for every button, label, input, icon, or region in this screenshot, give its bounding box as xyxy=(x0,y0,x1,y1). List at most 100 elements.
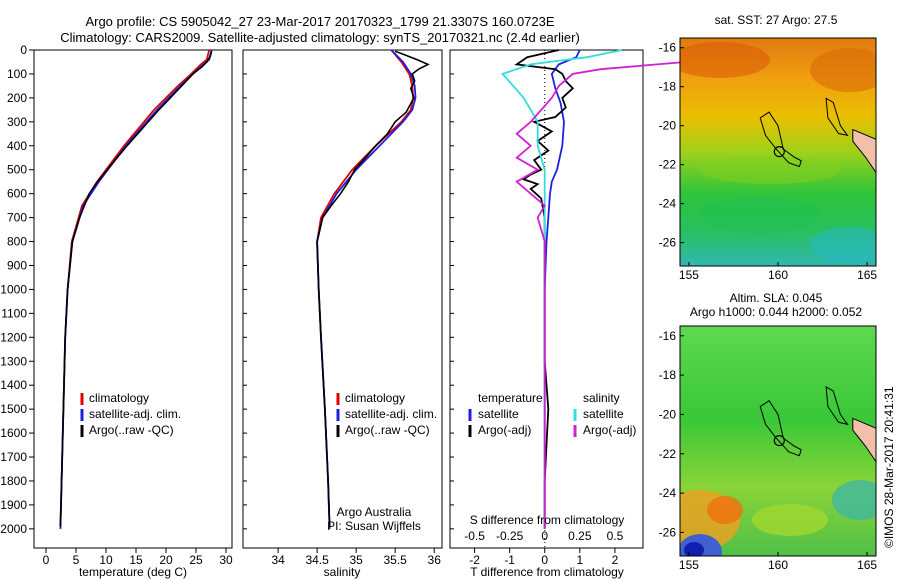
map-y-tick-label: -24 xyxy=(659,486,677,500)
x-tick-label: 5 xyxy=(73,553,80,567)
legend-group-heading: salinity xyxy=(583,391,620,405)
legend-label: satellite xyxy=(478,407,519,421)
sla-texture xyxy=(680,480,876,556)
sst-texture xyxy=(680,42,876,263)
float-location-marker xyxy=(773,146,785,158)
depth-tick-label: 2000 xyxy=(0,522,27,536)
depth-tick-label: 1600 xyxy=(0,426,27,440)
depth-tick-label: 800 xyxy=(7,235,27,249)
depth-tick-label: 1500 xyxy=(0,402,27,416)
s-diff-tick-label: -0.25 xyxy=(496,529,524,543)
legend-label: Argo(-adj) xyxy=(583,423,636,437)
profile-line-s-satellite xyxy=(501,49,623,529)
x-tick-label: 10 xyxy=(99,553,113,567)
x-tick-label: 20 xyxy=(159,553,173,567)
sla-map-title-1: Altim. SLA: 0.045 xyxy=(730,291,823,305)
x-tick-label: 0 xyxy=(43,553,50,567)
sla-map-title-2: Argo h1000: 0.044 h2000: 0.052 xyxy=(690,305,862,319)
depth-tick-label: 600 xyxy=(7,187,27,201)
x-tick-label: 34.5 xyxy=(305,553,329,567)
sla-map xyxy=(679,325,877,557)
map-y-tick-label: -16 xyxy=(659,41,677,55)
temperature-xlabel: temperature (deg C) xyxy=(79,565,187,579)
map-x-tick-label: 160 xyxy=(768,558,788,572)
depth-tick-label: 500 xyxy=(7,163,27,177)
legend-label: Argo(..raw -QC) xyxy=(89,423,174,437)
header-line2: Climatology: CARS2009. Satellite-adjuste… xyxy=(60,30,580,45)
depth-tick-label: 300 xyxy=(7,115,27,129)
sst-map-title: sat. SST: 27 Argo: 27.5 xyxy=(715,13,838,27)
depth-tick-label: 1900 xyxy=(0,498,27,512)
depth-tick-label: 1400 xyxy=(0,378,27,392)
legend-label: satellite xyxy=(583,407,624,421)
map-y-tick-label: -18 xyxy=(659,80,677,94)
x-tick-label: 2 xyxy=(612,553,619,567)
legend-group-heading: temperature xyxy=(478,391,543,405)
x-tick-label: 25 xyxy=(189,553,203,567)
x-tick-label: 30 xyxy=(219,553,233,567)
map-y-tick-label: -24 xyxy=(659,197,677,211)
reef-contour xyxy=(825,385,849,426)
map-y-tick-label: -26 xyxy=(659,525,677,539)
s-diff-xlabel: S difference from climatology xyxy=(470,513,625,527)
depth-tick-label: 400 xyxy=(7,139,27,153)
x-tick-label: 35 xyxy=(349,553,363,567)
depth-tick-label: 700 xyxy=(7,211,27,225)
x-tick-label: 0 xyxy=(541,553,548,567)
land-mass xyxy=(852,128,877,175)
depth-tick-label: 1200 xyxy=(0,330,27,344)
map-y-tick-label: -16 xyxy=(659,329,677,343)
salinity-xlabel: salinity xyxy=(324,565,361,579)
imos-credit: ©IMOS 28-Mar-2017 20:41:31 xyxy=(882,386,896,548)
legend-label: Argo(..raw -QC) xyxy=(345,423,430,437)
depth-tick-label: 1000 xyxy=(0,282,27,296)
map-x-tick-label: 160 xyxy=(768,268,788,282)
legend-label: climatology xyxy=(89,391,149,405)
depth-tick-label: 1700 xyxy=(0,450,27,464)
legend-label: satellite-adj. clim. xyxy=(345,407,437,421)
x-tick-label: 15 xyxy=(129,553,143,567)
pi-note: PI: Susan Wijffels xyxy=(327,519,421,533)
map-x-tick-label: 165 xyxy=(857,558,877,572)
argo-australia-note: Argo Australia xyxy=(337,505,412,519)
legend-label: climatology xyxy=(345,391,405,405)
salinity-panel-frame xyxy=(242,49,443,549)
map-x-tick-label: 155 xyxy=(679,558,699,572)
profile-line-t-satellite xyxy=(543,49,581,529)
profile-line-satellite-adj-clim- xyxy=(59,49,213,529)
header-line1: Argo profile: CS 5905042_27 23-Mar-2017 … xyxy=(85,14,555,29)
profile-line-argo-raw-qc- xyxy=(316,50,430,527)
x-tick-label: 35.5 xyxy=(383,553,407,567)
map-x-tick-label: 155 xyxy=(679,268,699,282)
float-location-marker xyxy=(773,435,785,447)
legend-label: satellite-adj. clim. xyxy=(89,407,181,421)
sst-map xyxy=(679,37,877,267)
profile-line-s-argo-adj- xyxy=(515,49,756,529)
depth-tick-label: 1100 xyxy=(1,306,27,320)
depth-tick-label: 200 xyxy=(7,91,27,105)
depth-tick-label: 1800 xyxy=(0,474,27,488)
s-diff-tick-label: 0 xyxy=(541,529,548,543)
map-y-tick-label: -20 xyxy=(659,119,677,133)
island-contour xyxy=(759,111,802,168)
island-contour xyxy=(759,400,802,457)
x-tick-label: -2 xyxy=(469,553,480,567)
map-y-tick-label: -22 xyxy=(659,447,677,461)
s-diff-tick-label: 0.5 xyxy=(607,529,624,543)
t-diff-xlabel: T difference from climatology xyxy=(470,565,624,579)
profile-line-climatology xyxy=(59,49,211,529)
map-y-tick-label: -22 xyxy=(659,158,677,172)
depth-tick-label: 1300 xyxy=(0,354,27,368)
difference-panel-frame xyxy=(449,49,644,549)
reef-contour xyxy=(825,97,849,137)
depth-tick-label: 900 xyxy=(7,258,27,272)
map-x-tick-label: 165 xyxy=(857,268,877,282)
x-tick-label: 34 xyxy=(271,553,285,567)
profile-line-climatology xyxy=(316,49,415,529)
depth-tick-label: 100 xyxy=(7,67,27,81)
map-y-tick-label: -26 xyxy=(659,236,677,250)
x-tick-label: -1 xyxy=(504,553,515,567)
profile-line-argo-raw-qc- xyxy=(59,51,213,527)
temperature-panel-frame xyxy=(33,49,233,549)
